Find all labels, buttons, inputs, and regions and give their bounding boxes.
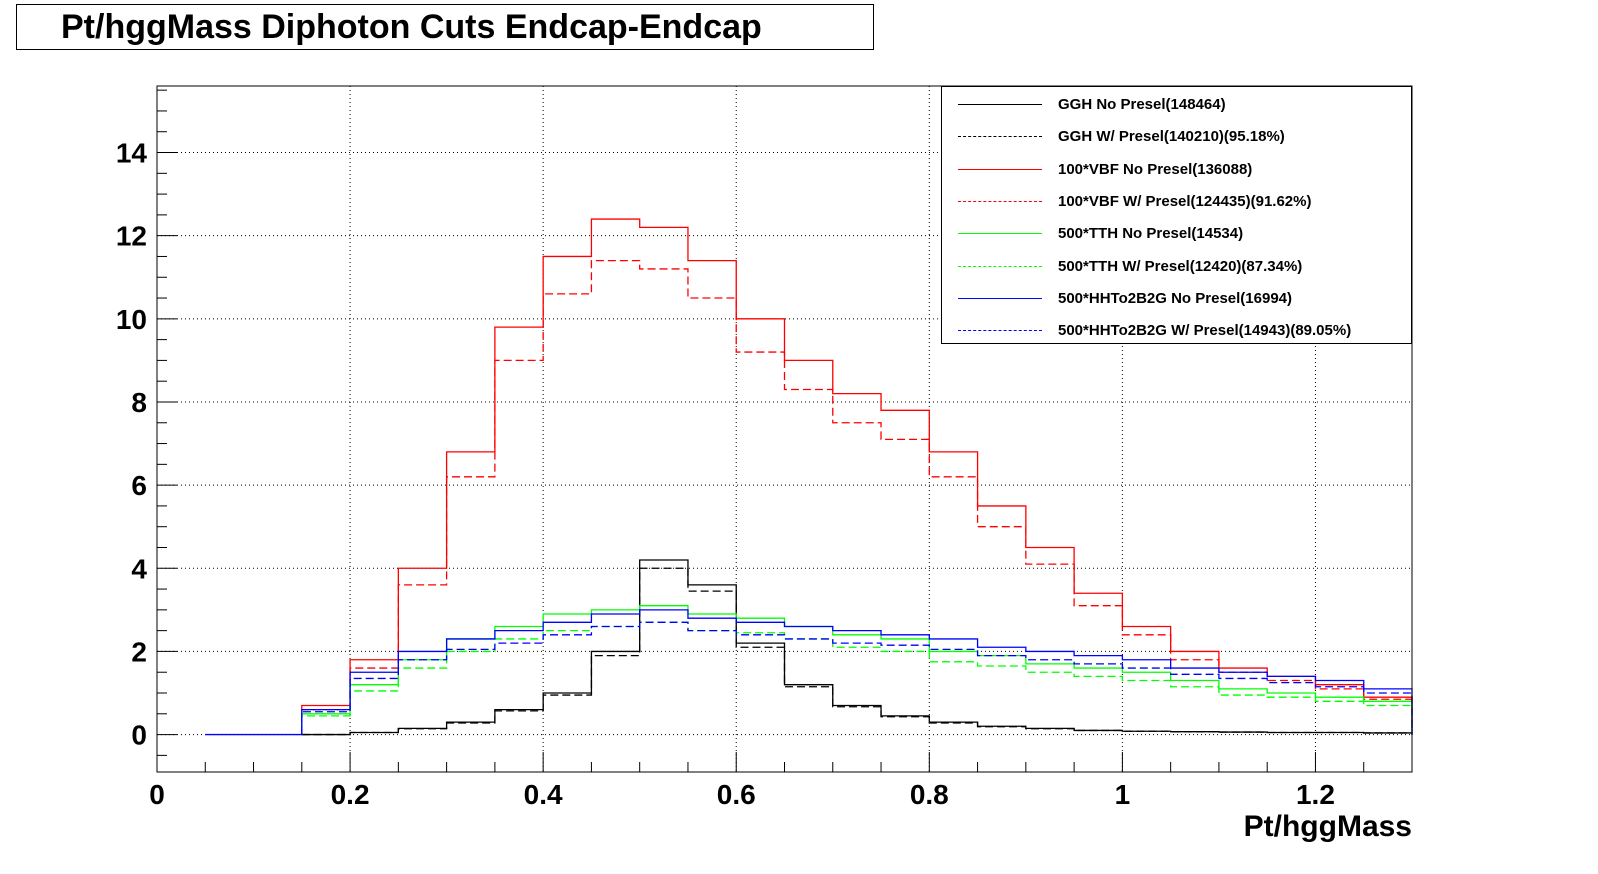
x-tick-label: 0.6	[717, 779, 756, 810]
legend-entry: 100*VBF No Presel(136088)	[942, 154, 1411, 186]
legend-swatch	[958, 136, 1042, 138]
legend-swatch	[958, 233, 1042, 235]
y-tick-label: 8	[131, 387, 147, 418]
y-tick-label: 2	[131, 636, 147, 667]
series-line-6	[301, 609, 1413, 735]
x-tick-label: 0.4	[524, 779, 563, 810]
x-tick-label: 1	[1115, 779, 1131, 810]
series-line-4	[301, 605, 1413, 735]
series-line-7	[301, 621, 1413, 735]
x-axis-label: Pt/hggMass	[1244, 810, 1412, 843]
legend: GGH No Presel(148464) GGH W/ Presel(14021…	[941, 86, 1412, 344]
legend-entry: GGH W/ Presel(140210)(95.18%)	[942, 121, 1411, 153]
legend-entry: 500*HHTo2B2G W/ Presel(14943)(89.05%)	[942, 315, 1411, 347]
legend-label: 500*HHTo2B2G No Presel(16994)	[1058, 289, 1292, 307]
legend-swatch	[958, 330, 1042, 332]
x-tick-label: 0	[149, 779, 165, 810]
legend-swatch	[958, 265, 1042, 267]
series-line-2	[301, 218, 1413, 735]
series-line-5	[301, 621, 1413, 735]
series-line-1	[301, 567, 1413, 736]
y-tick-label: 14	[116, 138, 148, 169]
legend-swatch	[958, 104, 1042, 105]
legend-label: 100*VBF No Presel(136088)	[1058, 160, 1253, 178]
series-layer	[205, 218, 1413, 736]
legend-entry: 100*VBF W/ Presel(124435)(91.62%)	[942, 186, 1411, 218]
legend-label: 500*HHTo2B2G W/ Presel(14943)(89.05%)	[1058, 322, 1352, 340]
legend-swatch	[958, 200, 1042, 202]
legend-entry: 500*HHTo2B2G No Presel(16994)	[942, 283, 1411, 315]
legend-entry: 500*TTH W/ Presel(12420)(87.34%)	[942, 251, 1411, 283]
y-tick-label: 10	[116, 304, 147, 335]
legend-label: 100*VBF W/ Presel(124435)(91.62%)	[1058, 192, 1312, 210]
x-tick-label: 0.2	[331, 779, 370, 810]
chart-title: Pt/hggMass Diphoton Cuts Endcap-Endcap	[61, 8, 762, 46]
legend-swatch	[958, 168, 1042, 170]
legend-swatch	[958, 297, 1042, 299]
y-tick-label: 0	[131, 720, 147, 751]
legend-entry: GGH No Presel(148464)	[942, 89, 1411, 121]
y-tick-label: 6	[131, 470, 147, 501]
y-tick-label: 4	[131, 553, 147, 584]
x-tick-label: 0.8	[910, 779, 949, 810]
title-box: Pt/hggMass Diphoton Cuts Endcap-Endcap	[16, 4, 874, 50]
legend-label: 500*TTH W/ Presel(12420)(87.34%)	[1058, 257, 1303, 275]
legend-label: GGH W/ Presel(140210)(95.18%)	[1058, 128, 1285, 146]
series-line-0	[301, 559, 1413, 736]
y-tick-label: 12	[116, 221, 147, 252]
axes: 0 0.2 0.4 0.6 0.8 1 1.2 0 2 4 6 8 10 12 14	[116, 89, 1365, 810]
x-tick-label: 1.2	[1296, 779, 1335, 810]
series-line-3	[301, 259, 1413, 735]
legend-label: GGH No Presel(148464)	[1058, 96, 1226, 113]
legend-entry: 500*TTH No Presel(14534)	[942, 218, 1411, 250]
legend-label: 500*TTH No Presel(14534)	[1058, 225, 1244, 243]
